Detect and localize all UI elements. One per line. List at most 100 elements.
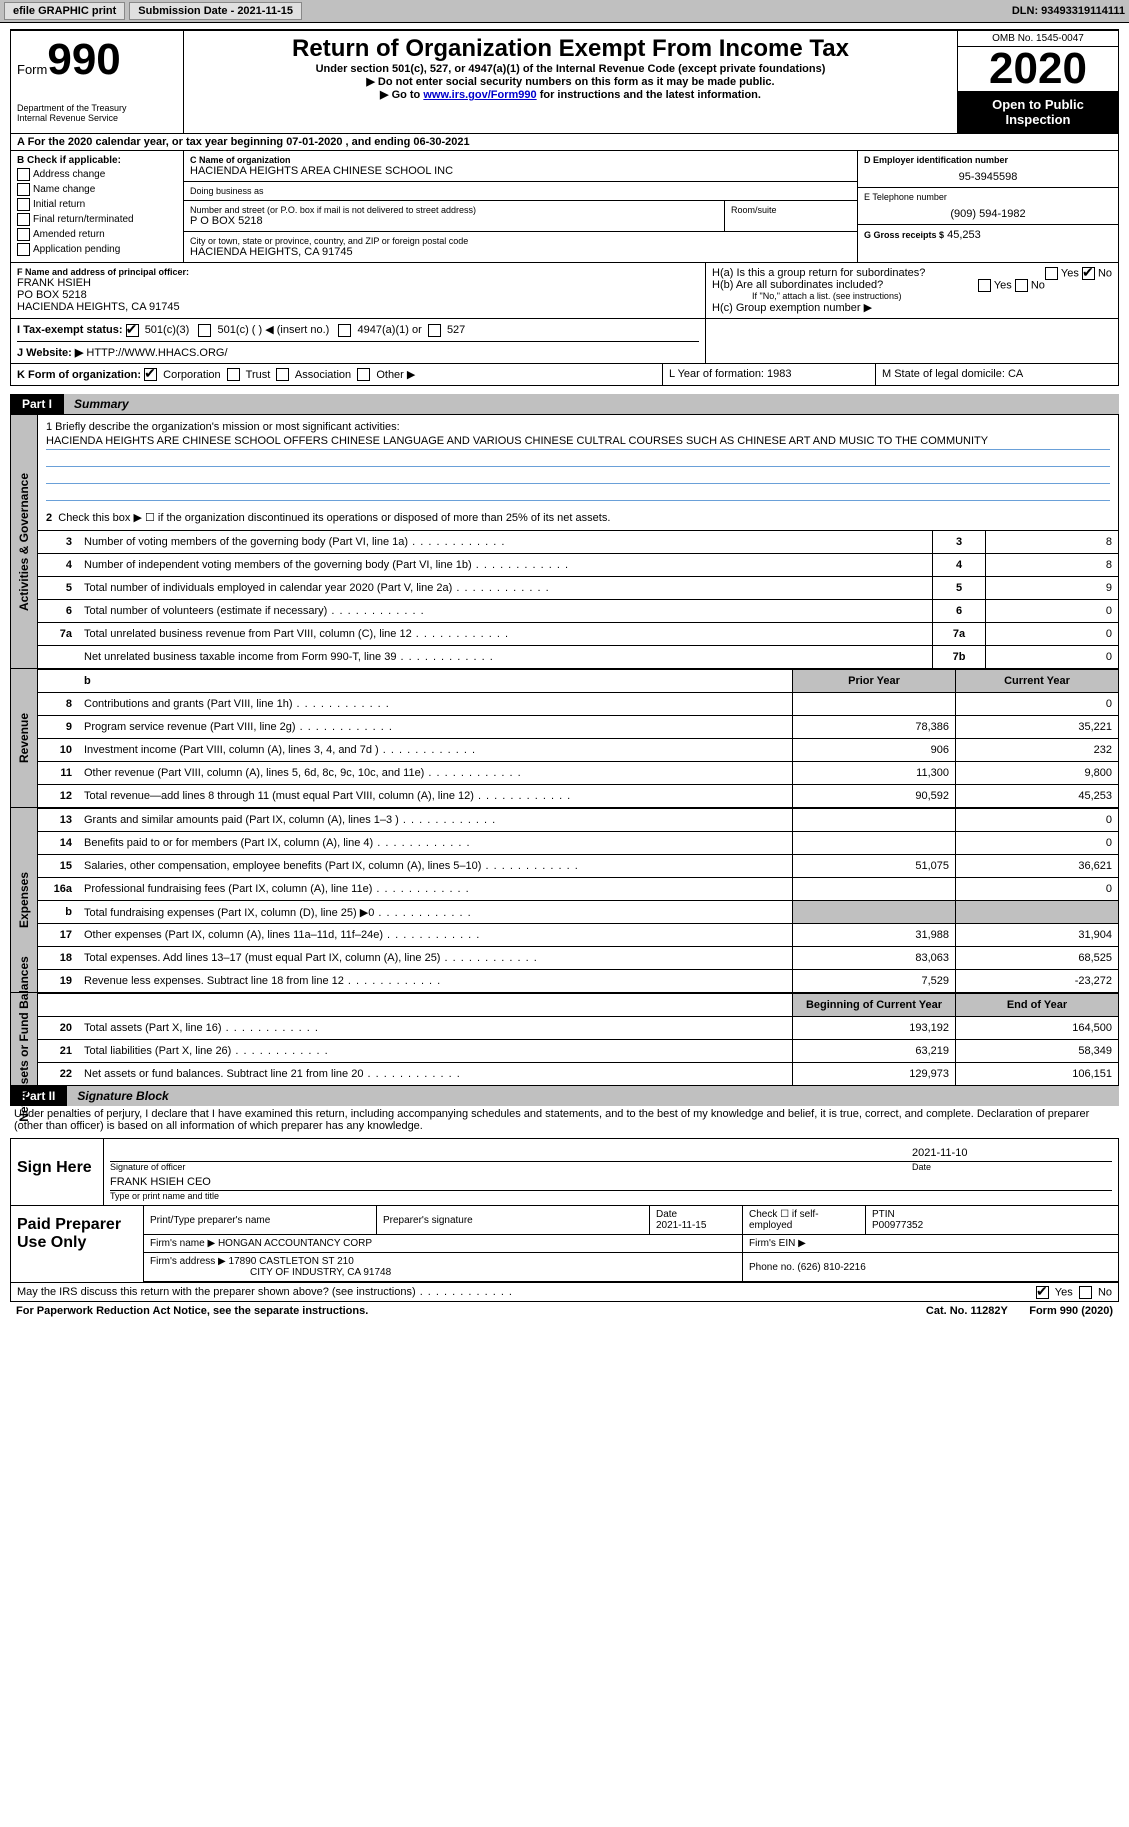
table-row: 17Other expenses (Part IX, column (A), l…: [38, 924, 1118, 947]
header-left: Form990 Department of the Treasury Inter…: [11, 31, 184, 133]
city-label: City or town, state or province, country…: [190, 236, 851, 246]
ein-label: D Employer identification number: [864, 155, 1112, 165]
ssn-note: Do not enter social security numbers on …: [190, 75, 951, 88]
revenue-table: b Prior Year Current Year 8Contributions…: [38, 669, 1118, 807]
mission-blank-2: [46, 469, 1110, 484]
footer-right: Form 990 (2020): [1029, 1305, 1113, 1317]
table-row: 13Grants and similar amounts paid (Part …: [38, 809, 1118, 832]
activities-governance-vtab: Activities & Governance: [11, 415, 38, 668]
m-domicile: M State of legal domicile: CA: [876, 364, 1118, 386]
print-name-label: Type or print name and title: [110, 1191, 1112, 1201]
section-c: C Name of organization HACIENDA HEIGHTS …: [184, 151, 857, 262]
form-header: Form990 Department of the Treasury Inter…: [10, 29, 1119, 134]
row-ij: I Tax-exempt status: 501(c)(3) 501(c) ( …: [10, 319, 1119, 364]
hb-note: If "No," attach a list. (see instruction…: [712, 291, 1112, 301]
hb-label: H(b) Are all subordinates included?: [712, 279, 883, 291]
gross-receipts-value: 45,253: [947, 229, 981, 241]
form-990-page: Form990 Department of the Treasury Inter…: [0, 23, 1129, 1330]
527[interactable]: 527: [447, 324, 465, 336]
ha-yes[interactable]: Yes: [1061, 267, 1079, 279]
irs-label: Internal Revenue Service: [17, 113, 177, 123]
discuss-question: May the IRS discuss this return with the…: [17, 1286, 513, 1298]
section-h: H(a) Is this a group return for subordin…: [706, 263, 1118, 318]
goto-pre: Go to: [392, 89, 424, 101]
table-row: bTotal fundraising expenses (Part IX, co…: [38, 901, 1118, 924]
gross-receipts-label: G Gross receipts $: [864, 230, 944, 240]
discuss-yes[interactable]: Yes: [1055, 1287, 1073, 1299]
website-value: HTTP://WWW.HHACS.ORG/: [86, 347, 227, 359]
section-f: F Name and address of principal officer:…: [11, 263, 706, 318]
table-row: 21Total liabilities (Part X, line 26)63,…: [38, 1040, 1118, 1063]
tax-exempt-label: I Tax-exempt status:: [17, 324, 123, 336]
cb-amended-return[interactable]: Amended return: [17, 228, 177, 241]
cb-address-change[interactable]: Address change: [17, 168, 177, 181]
mission-text: HACIENDA HEIGHTS ARE CHINESE SCHOOL OFFE…: [46, 435, 1110, 450]
mission-blank-1: [46, 452, 1110, 467]
section-d: D Employer identification number 95-3945…: [857, 151, 1118, 262]
expenses-table: 13Grants and similar amounts paid (Part …: [38, 808, 1118, 992]
k-association[interactable]: Association: [295, 369, 351, 381]
irs-form990-link[interactable]: www.irs.gov/Form990: [423, 89, 536, 101]
table-row: 3Number of voting members of the governi…: [38, 531, 1118, 554]
k-trust[interactable]: Trust: [246, 369, 271, 381]
firm-name-lbl: Firm's name ▶: [150, 1238, 215, 1249]
open-inspection: Open to Public Inspection: [958, 91, 1118, 133]
table-row: 19Revenue less expenses. Subtract line 1…: [38, 970, 1118, 993]
table-row: 8Contributions and grants (Part VIII, li…: [38, 693, 1118, 716]
penalty-statement: Under penalties of perjury, I declare th…: [10, 1106, 1119, 1134]
table-row: 16aProfessional fundraising fees (Part I…: [38, 878, 1118, 901]
netassets-section: Net Assets or Fund Balances Beginning of…: [10, 993, 1119, 1086]
top-bar: efile GRAPHIC print Submission Date - 20…: [0, 0, 1129, 23]
b-label: b: [78, 670, 793, 693]
hb-no[interactable]: No: [1031, 279, 1045, 291]
q2-label: 2 Check this box ▶ ☐ if the organization…: [46, 511, 1110, 524]
4947a1[interactable]: 4947(a)(1) or: [358, 324, 422, 336]
expenses-section: Expenses 13Grants and similar amounts pa…: [10, 808, 1119, 993]
table-row: 18Total expenses. Add lines 13–17 (must …: [38, 947, 1118, 970]
form-title: Return of Organization Exempt From Incom…: [190, 35, 951, 63]
footer-left: For Paperwork Reduction Act Notice, see …: [16, 1305, 368, 1317]
sign-here-label: Sign Here: [11, 1139, 104, 1205]
firm-name: HONGAN ACCOUNTANCY CORP: [218, 1238, 372, 1249]
activities-governance-section: Activities & Governance 1 Briefly descri…: [10, 414, 1119, 669]
k-other[interactable]: Other ▶: [376, 369, 415, 381]
prior-year-hdr: Prior Year: [793, 670, 956, 693]
table-row: 11Other revenue (Part VIII, column (A), …: [38, 762, 1118, 785]
q1-label: 1 Briefly describe the organization's mi…: [46, 421, 1110, 433]
k-corporation[interactable]: Corporation: [163, 369, 220, 381]
part1-title: Summary: [64, 394, 1119, 414]
part2-title: Signature Block: [67, 1086, 1119, 1106]
room-label: Room/suite: [731, 205, 851, 215]
check-applicable-label: B Check if applicable:: [17, 155, 177, 166]
officer-addr2: HACIENDA HEIGHTS, CA 91745: [17, 301, 699, 313]
hc-label: H(c) Group exemption number ▶: [712, 301, 1112, 314]
discuss-no[interactable]: No: [1098, 1287, 1112, 1299]
cb-app-pending[interactable]: Application pending: [17, 243, 177, 256]
footer-catno: Cat. No. 11282Y: [926, 1305, 1008, 1317]
dln-label: DLN: 93493319114111: [1012, 5, 1125, 17]
efile-print-button[interactable]: efile GRAPHIC print: [4, 2, 125, 20]
org-city: HACIENDA HEIGHTS, CA 91745: [190, 246, 851, 258]
end-year-hdr: End of Year: [956, 994, 1119, 1017]
ha-no[interactable]: No: [1098, 267, 1112, 279]
501c-other[interactable]: 501(c) ( ) ◀ (insert no.): [218, 324, 330, 336]
prep-date-hdr: Date: [656, 1209, 677, 1220]
table-row: 10Investment income (Part VIII, column (…: [38, 739, 1118, 762]
part1-header: Part I Summary: [10, 394, 1119, 414]
discuss-row: May the IRS discuss this return with the…: [10, 1283, 1119, 1302]
org-name-label: C Name of organization: [190, 155, 851, 165]
hb-yes[interactable]: Yes: [994, 279, 1012, 291]
officer-print-name: FRANK HSIEH CEO: [110, 1176, 211, 1188]
cb-initial-return[interactable]: Initial return: [17, 198, 177, 211]
revenue-vtab: Revenue: [11, 669, 38, 807]
501c3[interactable]: 501(c)(3): [145, 324, 190, 336]
firm-ein-lbl: Firm's EIN ▶: [743, 1235, 1119, 1253]
cb-final-return[interactable]: Final return/terminated: [17, 213, 177, 226]
prep-name-hdr: Print/Type preparer's name: [144, 1206, 377, 1235]
submission-date-button[interactable]: Submission Date - 2021-11-15: [129, 2, 302, 20]
tax-year-period: A For the 2020 calendar year, or tax yea…: [10, 134, 1119, 151]
cb-name-change[interactable]: Name change: [17, 183, 177, 196]
firm-addr1: 17890 CASTLETON ST 210: [229, 1256, 354, 1267]
date-label: Date: [912, 1162, 1112, 1172]
row-klm: K Form of organization: Corporation Trus…: [10, 364, 1119, 387]
